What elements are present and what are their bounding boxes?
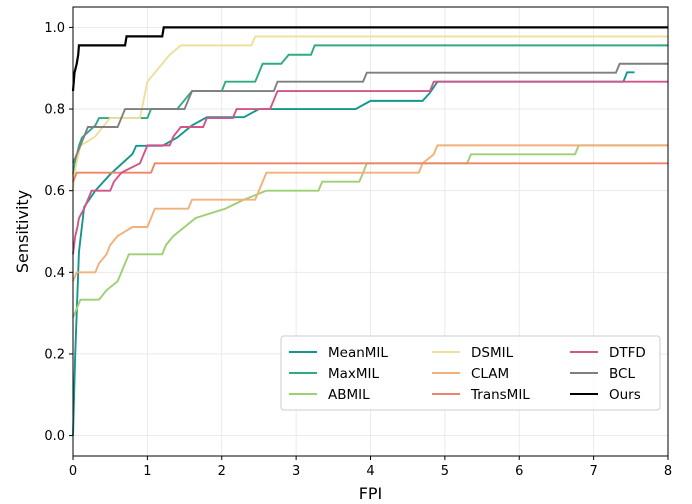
legend-item-meanmil: MeanMIL [289,345,388,361]
legend-label: MeanMIL [328,345,388,361]
legend-item-dsmil: DSMIL [432,345,514,361]
plot-lines [71,26,668,436]
legend-item-dtfd: DTFD [570,345,646,361]
y-tick-label: 0.0 [44,429,65,444]
x-tick-label: 6 [515,464,523,479]
x-tick-label: 5 [441,464,449,479]
legend-label: ABMIL [328,387,370,403]
x-tick-label: 7 [589,464,597,479]
series-line-dsmil [72,35,668,191]
y-tick-label: 0.4 [44,266,65,281]
legend-item-maxmil: MaxMIL [289,366,380,382]
series-line-ours [71,26,668,92]
legend-item-clam: CLAM [432,366,509,382]
legend-label: CLAM [471,366,509,382]
legend-label: MaxMIL [328,366,380,382]
x-axis-title: FPI [359,484,383,503]
axis-ticks: 0 1 2 3 4 5 6 7 8 0.0 0.2 0.4 0.6 0.8 1.0 [44,21,672,479]
series-line-transmil [72,162,668,183]
legend: MeanMIL MaxMIL ABMIL DSMIL CLAM TransMIL DTFD B… [280,335,661,411]
x-tick-label: 2 [218,464,226,479]
series-line-meanmil [72,71,635,436]
legend-item-transmil: TransMIL [432,387,530,403]
legend-box [280,335,661,411]
x-tick-label: 8 [664,464,672,479]
x-tick-label: 4 [366,464,374,479]
legend-item-abmil: ABMIL [289,387,370,403]
x-tick-label: 0 [69,464,77,479]
y-axis-title: Sensitivity [13,190,32,273]
legend-label: DTFD [609,345,646,361]
legend-label: BCL [609,366,635,382]
legend-label: Ours [609,387,641,403]
y-tick-label: 0.2 [44,347,65,362]
legend-item-bcl: BCL [570,366,635,382]
legend-item-ours: Ours [570,387,641,403]
y-tick-label: 0.8 [44,103,65,118]
legend-label: TransMIL [470,387,530,403]
series-line-bcl [72,62,668,164]
series-line-dtfd [72,80,668,255]
y-tick-label: 0.6 [44,184,65,199]
y-tick-label: 1.0 [44,21,65,36]
x-tick-label: 1 [143,464,151,479]
x-tick-label: 3 [292,464,300,479]
series-line-clam [72,144,668,282]
legend-label: DSMIL [471,345,514,361]
